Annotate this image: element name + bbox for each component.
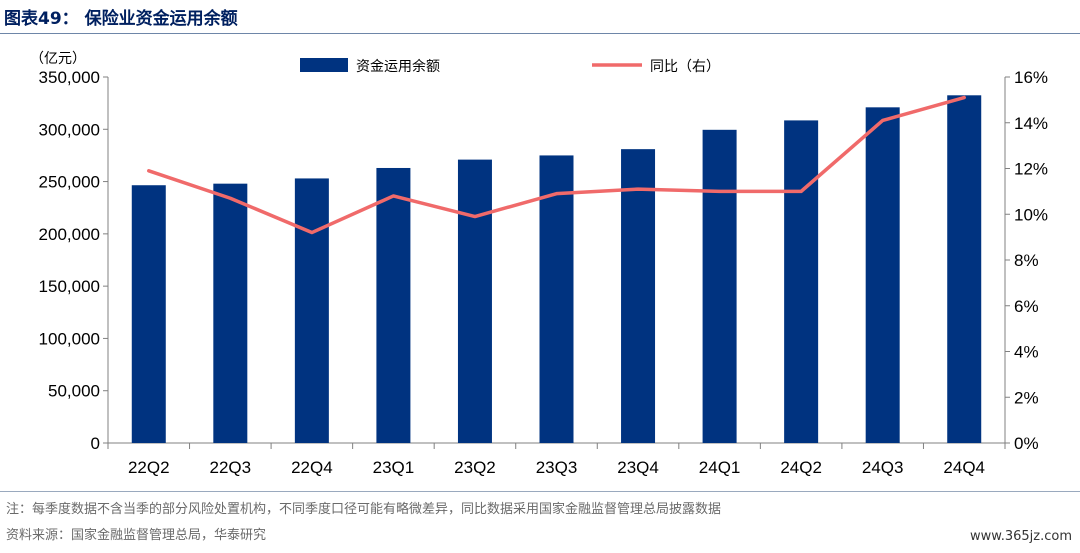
y-right-tick-label: 12% [1014, 160, 1048, 179]
y-left-tick-label: 0 [91, 434, 100, 453]
chart-area: 0 50,000 100,000 150,000 200,000 250,000 300,0… [30, 51, 1048, 477]
legend-bar-swatch [300, 58, 348, 72]
x-tick-label: 23Q3 [536, 458, 578, 477]
y-right-tick-label: 10% [1014, 205, 1048, 224]
bar [702, 129, 737, 443]
x-tick-label: 23Q1 [373, 458, 415, 477]
y-left-unit-label: （亿元） [30, 51, 86, 67]
x-tick-label: 24Q2 [780, 458, 822, 477]
bar [457, 159, 492, 443]
watermark: www.365jz.com [970, 529, 1072, 544]
y-right-tick-label: 4% [1014, 343, 1039, 362]
footnote: 注：每季度数据不含当季的部分风险处置机构，不同季度口径可能有略微差异，同比数据采… [6, 502, 722, 517]
y-left-tick-label: 100,000 [39, 329, 100, 348]
bar [213, 183, 248, 444]
bar [376, 167, 411, 443]
title-divider [0, 33, 1080, 34]
bar [621, 149, 656, 443]
y-left-tick-label: 200,000 [39, 225, 100, 244]
bar [865, 107, 900, 443]
x-tick-label: 22Q3 [210, 458, 252, 477]
x-tick-label: 22Q2 [128, 458, 170, 477]
bar [131, 185, 166, 443]
x-tick-label: 24Q1 [699, 458, 741, 477]
bar [947, 95, 982, 444]
y-left-tick-label: 250,000 [39, 173, 100, 192]
x-tick-label: 23Q2 [454, 458, 496, 477]
y-right-tick-label: 16% [1014, 68, 1048, 87]
source-note: 资料来源：国家金融监督管理总局，华泰研究 [6, 528, 267, 543]
line-series-yoy [147, 95, 966, 235]
bar [539, 155, 574, 443]
bar [784, 120, 819, 443]
legend-bar-label: 资金运用余额 [356, 58, 440, 75]
y-left-tick-label: 350,000 [39, 68, 100, 87]
y-right-tick-label: 14% [1014, 114, 1048, 133]
y-left-tick-label: 150,000 [39, 277, 100, 296]
legend-line-label: 同比（右） [650, 59, 720, 75]
chart-title: 图表49： 保险业资金运用余额 [4, 9, 238, 29]
x-tick-label: 23Q4 [617, 458, 659, 477]
y-right-tick-label: 2% [1014, 388, 1039, 407]
y-right-tick-label: 6% [1014, 297, 1039, 316]
bar [294, 178, 329, 444]
y-right-tick-label: 0% [1014, 434, 1039, 453]
y-left-tick-label: 300,000 [39, 120, 100, 139]
footer-divider [0, 491, 1080, 492]
x-tick-label: 24Q3 [862, 458, 904, 477]
y-right-tick-label: 8% [1014, 251, 1039, 270]
y-left-tick-label: 50,000 [48, 382, 100, 401]
x-tick-label: 22Q4 [291, 458, 333, 477]
x-tick-label: 24Q4 [943, 458, 985, 477]
